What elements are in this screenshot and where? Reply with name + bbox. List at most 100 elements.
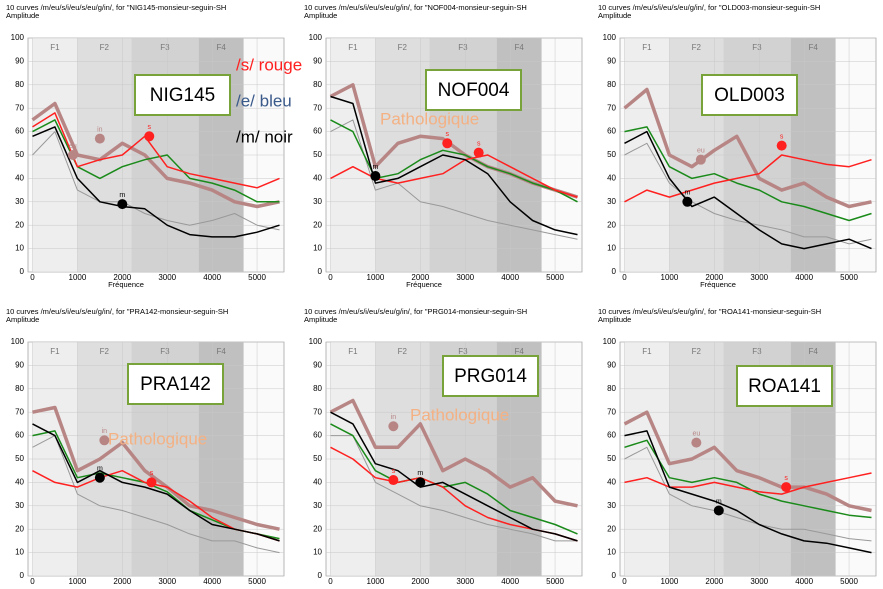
marker-label: m [97, 466, 103, 473]
y-tick-label: 40 [607, 478, 616, 487]
y-tick-label: 10 [15, 548, 24, 557]
x-tick-label: 0 [30, 273, 35, 282]
y-tick-label: 30 [15, 197, 24, 206]
y-tick-label: 100 [309, 33, 323, 42]
marker-point [442, 138, 452, 148]
panel-title: 10 curves /m/eu/s/i/eu/s/eu/g/in/, for "… [304, 307, 527, 316]
y-tick-label: 100 [11, 33, 25, 42]
y-tick-label: 50 [313, 150, 322, 159]
y-tick-label: 80 [15, 384, 24, 393]
x-tick-label: 1000 [661, 273, 679, 282]
x-tick-label: 3000 [158, 273, 176, 282]
y-tick-label: 100 [603, 337, 617, 346]
marker-point [95, 134, 105, 144]
y-tick-label: 30 [607, 197, 616, 206]
marker-point [781, 482, 791, 492]
y-tick-label: 40 [15, 174, 24, 183]
x-tick-label: 5000 [546, 577, 564, 584]
y-tick-label: 70 [15, 407, 24, 416]
y-tick-label: 80 [607, 384, 616, 393]
x-tick-label: 4000 [203, 577, 221, 584]
marker-label: s [392, 468, 396, 475]
marker-point [144, 131, 154, 141]
formant-label: F2 [692, 347, 702, 356]
annotation: Pathologique [108, 429, 207, 448]
formant-label: F4 [514, 43, 524, 52]
x-axis-label: Fréquence [700, 280, 736, 289]
marker-label: eu [69, 143, 77, 150]
formant-label: F2 [692, 43, 702, 52]
y-tick-label: 40 [15, 478, 24, 487]
x-tick-label: 0 [622, 577, 627, 584]
formant-label: F1 [50, 43, 60, 52]
marker-label: s [148, 124, 152, 131]
panel-title: 10 curves /m/eu/s/i/eu/s/eu/g/in/, for "… [304, 3, 527, 12]
formant-label: F1 [348, 43, 358, 52]
y-axis-label: Amplitude [598, 11, 631, 20]
y-tick-label: 50 [313, 454, 322, 463]
x-tick-label: 2000 [705, 577, 723, 584]
formant-label: F2 [100, 43, 110, 52]
y-tick-label: 70 [313, 407, 322, 416]
marker-point [691, 438, 701, 448]
y-tick-label: 60 [313, 127, 322, 136]
x-tick-label: 4000 [203, 273, 221, 282]
speaker-label: NIG145 [150, 85, 215, 106]
marker-label: s [150, 470, 154, 477]
marker-label: m [372, 164, 378, 171]
y-tick-label: 90 [313, 57, 322, 66]
y-axis-label: Amplitude [6, 11, 39, 20]
formant-label: F3 [458, 43, 468, 52]
y-axis-label: Amplitude [598, 315, 631, 324]
formant-label: F4 [514, 347, 524, 356]
marker-label: s [446, 131, 450, 138]
speaker-label: NOF004 [438, 80, 510, 101]
formant-label: F3 [160, 347, 170, 356]
marker-label: in [97, 126, 103, 133]
x-tick-label: 5000 [840, 273, 858, 282]
annotation: Pathologique [410, 405, 509, 424]
formant-label: F4 [808, 347, 818, 356]
x-tick-label: 4000 [795, 577, 813, 584]
y-tick-label: 10 [607, 244, 616, 253]
y-tick-label: 70 [607, 407, 616, 416]
y-tick-label: 100 [603, 33, 617, 42]
y-tick-label: 50 [607, 454, 616, 463]
x-tick-label: 5000 [546, 273, 564, 282]
marker-label: m [119, 192, 125, 199]
marker-point [696, 155, 706, 165]
x-tick-label: 3000 [456, 273, 474, 282]
x-tick-label: 5000 [840, 577, 858, 584]
marker-label: s [477, 141, 481, 148]
y-tick-label: 10 [313, 548, 322, 557]
x-tick-label: 2000 [113, 577, 131, 584]
x-tick-label: 3000 [158, 577, 176, 584]
y-tick-label: 50 [15, 454, 24, 463]
y-tick-label: 40 [313, 478, 322, 487]
marker-label: eu [697, 148, 705, 155]
marker-label: m [716, 498, 722, 505]
y-tick-label: 100 [309, 337, 323, 346]
marker-point [777, 141, 787, 151]
y-tick-label: 30 [607, 501, 616, 510]
legend-entry: /e/ bleu [236, 91, 292, 110]
formant-label: F1 [50, 347, 60, 356]
x-tick-label: 3000 [456, 577, 474, 584]
x-tick-label: 3000 [750, 273, 768, 282]
y-tick-label: 90 [607, 361, 616, 370]
y-tick-label: 0 [20, 267, 25, 276]
marker-label: m [417, 470, 423, 477]
y-tick-label: 0 [20, 571, 25, 580]
y-axis-label: Amplitude [304, 11, 337, 20]
y-tick-label: 90 [607, 57, 616, 66]
marker-label: in [102, 428, 108, 435]
y-tick-label: 10 [313, 244, 322, 253]
x-tick-label: 4000 [795, 273, 813, 282]
x-tick-label: 0 [622, 273, 627, 282]
y-tick-label: 60 [15, 431, 24, 440]
y-tick-label: 60 [607, 431, 616, 440]
legend-entry: /m/ noir [236, 127, 293, 146]
y-tick-label: 90 [15, 361, 24, 370]
